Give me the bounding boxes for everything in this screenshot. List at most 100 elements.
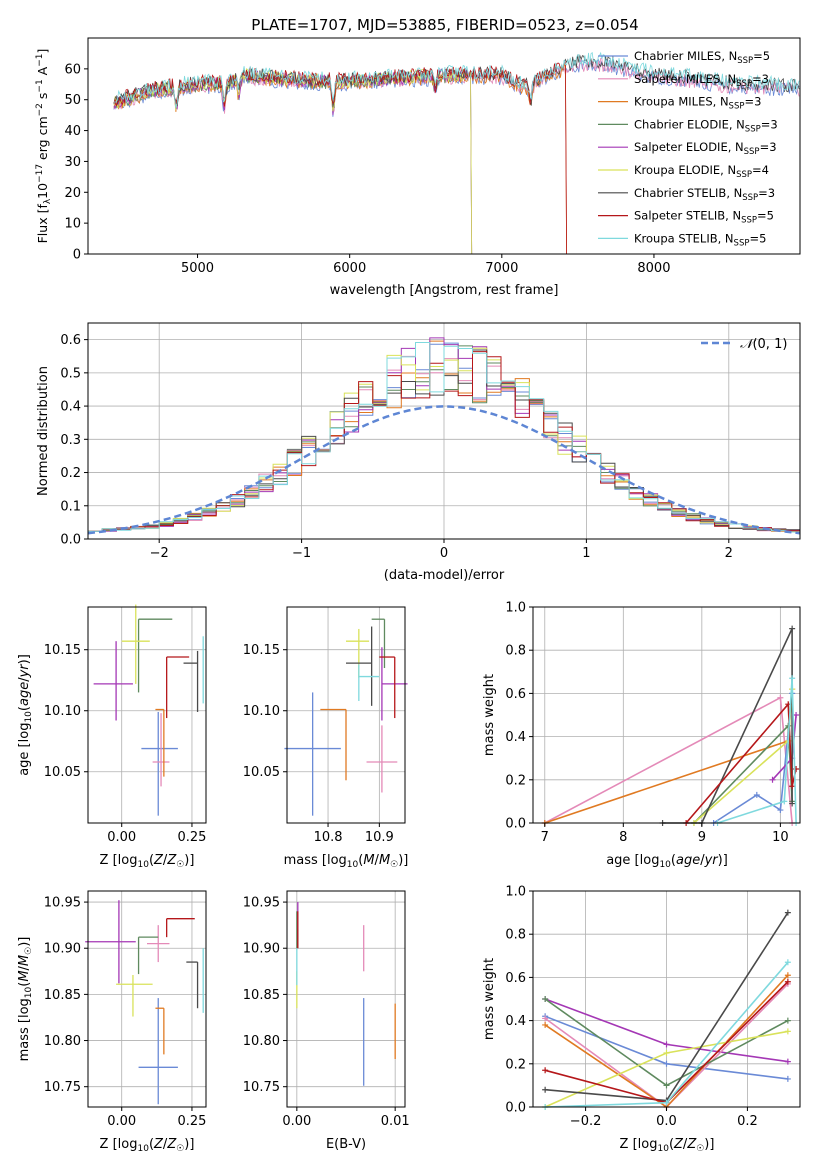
y-tick-label: 10.10: [44, 704, 81, 719]
weight-point-ce: [542, 996, 549, 1002]
weight-line-ks: [717, 678, 797, 824]
y-tick-label: 10.90: [243, 942, 280, 957]
weight-point-ks: [789, 675, 796, 682]
spectrum-legend: Chabrier MILES, NSSP=5 Salpeter MILES, NS…: [598, 49, 778, 248]
figure-title: PLATE=1707, MJD=53885, FIBERID=0523, z=0…: [251, 16, 638, 34]
legend-label-ke: Kroupa ELODIE, NSSP=4: [634, 163, 769, 180]
x-tick-label: 8000: [637, 261, 670, 276]
y-tick-label: 0.0: [505, 817, 526, 832]
y-tick-label: 0.5: [60, 366, 81, 381]
y-tick-label: 10.10: [243, 704, 280, 719]
x-tick-label: 7: [541, 830, 549, 845]
y-tick-label: 0.8: [505, 928, 526, 943]
weight-point-ks: [784, 959, 791, 966]
normal-curve: [87, 405, 801, 535]
y-tick-label: 10.15: [44, 643, 81, 658]
age-vs-mass-panel: 10.8 10.9 10.05 10.10 10.15 mass [log10(M/M☉…: [243, 606, 408, 870]
spectrum-xlabel: wavelength [Angstrom, rest frame]: [330, 283, 559, 298]
x-tick-label: −0.2: [570, 1114, 602, 1129]
y-tick-label: 0.1: [60, 499, 81, 514]
weight-point-ks: [663, 1099, 670, 1106]
y-tick-label: 10.05: [44, 765, 81, 780]
x-tick-label: 2: [725, 546, 733, 561]
mass-weight-vs-metallicity-xlabel: Z [log10(Z/Z☉)]: [620, 1137, 715, 1154]
histogram-se: [88, 337, 800, 532]
x-tick-label: 0.00: [107, 830, 136, 845]
weight-point-ss: [789, 783, 796, 790]
y-tick-label: 10.80: [44, 1034, 81, 1049]
spectrum-line-km: [113, 63, 567, 255]
x-tick-label: 0: [440, 546, 448, 561]
x-tick-label: 0.25: [177, 1114, 206, 1129]
spectrum-line-ss: [113, 60, 567, 255]
y-tick-label: 0: [73, 248, 81, 263]
mass-vs-extinction-panel: 0.00 0.01 10.75 10.80 10.85 10.90 10.95 E(B-V): [243, 890, 410, 1152]
spectrum-panel: 5000 6000 7000 8000 0 10 20 30 40 50 60 wavelength…: [35, 37, 801, 298]
x-tick-label: 10: [772, 830, 789, 845]
weight-point-se: [663, 1041, 670, 1048]
x-tick-label: 9: [698, 830, 706, 845]
mass-weight-vs-age-frame: [532, 606, 801, 824]
weight-point-ks: [781, 798, 788, 805]
weight-point-se: [769, 776, 776, 783]
y-tick-label: 0.2: [505, 773, 526, 788]
mass-vs-metallicity-panel: 0.00 0.25 10.75 10.80 10.85 10.90 10.95 Z [log…: [17, 890, 207, 1154]
weight-point-cs: [542, 1086, 549, 1093]
x-tick-label: 0.00: [282, 1114, 311, 1129]
weight-point-ke: [663, 1050, 670, 1056]
weight-point-cm: [663, 1060, 670, 1067]
weight-line-cm: [713, 693, 793, 824]
x-tick-label: 0.0: [656, 1114, 677, 1129]
mass-weight-vs-age-panel: 7 8 9 10 0.0 0.2 0.4 0.6 0.8 1.0 age [log10(age/y…: [482, 601, 801, 870]
x-tick-label: 0.00: [107, 1114, 136, 1129]
y-tick-label: 0.6: [60, 333, 81, 348]
y-tick-label: 40: [64, 124, 81, 139]
x-tick-label: 6000: [333, 261, 366, 276]
x-tick-label: −2: [150, 546, 169, 561]
mass-vs-extinction-frame: [286, 890, 406, 1108]
weight-point-ss: [542, 1067, 549, 1074]
legend-label-cm: Chabrier MILES, NSSP=5: [634, 49, 770, 66]
y-tick-label: 10.05: [243, 765, 280, 780]
weight-point-ke: [784, 1028, 791, 1035]
y-tick-label: 0.0: [505, 1101, 526, 1116]
x-tick-label: 0.2: [737, 1114, 758, 1129]
residuals-ylabel: Normed distribution: [36, 366, 51, 496]
y-tick-label: 0.4: [505, 1014, 526, 1029]
age-vs-metallicity-ylabel: age [log10(age/yr)]: [17, 654, 34, 776]
mass-weight-vs-age-xlabel: age [log10(age/yr)]: [606, 853, 728, 870]
weight-point-cs: [789, 800, 796, 807]
weight-point-sm: [542, 1015, 549, 1022]
mass-vs-metallicity-frame: [87, 890, 207, 1108]
y-tick-label: 0.2: [505, 1057, 526, 1072]
mass-weight-vs-age-ylabel: mass weight: [482, 674, 497, 756]
x-tick-label: 10.8: [314, 830, 343, 845]
weight-point-cs: [784, 909, 791, 916]
weight-point-se: [784, 1058, 791, 1065]
x-tick-label: 7000: [485, 261, 518, 276]
weight-point-cm: [753, 791, 760, 798]
age-vs-metallicity-frame: [87, 606, 207, 824]
mass-vs-extinction-xlabel: E(B-V): [326, 1137, 366, 1152]
x-tick-label: 10.9: [365, 830, 394, 845]
weight-point-km: [784, 972, 791, 979]
legend-label-ks: Kroupa STELIB, NSSP=5: [634, 231, 766, 248]
y-tick-label: 0.2: [60, 466, 81, 481]
y-tick-label: 10.75: [243, 1080, 280, 1095]
y-tick-label: 0.0: [60, 533, 81, 548]
legend-label-ss: Salpeter STELIB, NSSP=5: [634, 209, 774, 226]
x-tick-label: 8: [619, 830, 627, 845]
y-tick-label: 10.95: [44, 896, 81, 911]
age-vs-mass-frame: [286, 606, 406, 824]
x-tick-label: 5000: [181, 261, 214, 276]
y-tick-label: 0.3: [60, 433, 81, 448]
y-tick-label: 0.4: [60, 400, 81, 415]
mass-weight-vs-metallicity-ylabel: mass weight: [482, 958, 497, 1040]
legend-label-km: Kroupa MILES, NSSP=3: [634, 95, 761, 112]
weight-point-sm: [777, 694, 784, 701]
y-tick-label: 20: [64, 186, 81, 201]
y-tick-label: 10.85: [44, 988, 81, 1003]
weight-point-ce: [663, 1082, 670, 1089]
